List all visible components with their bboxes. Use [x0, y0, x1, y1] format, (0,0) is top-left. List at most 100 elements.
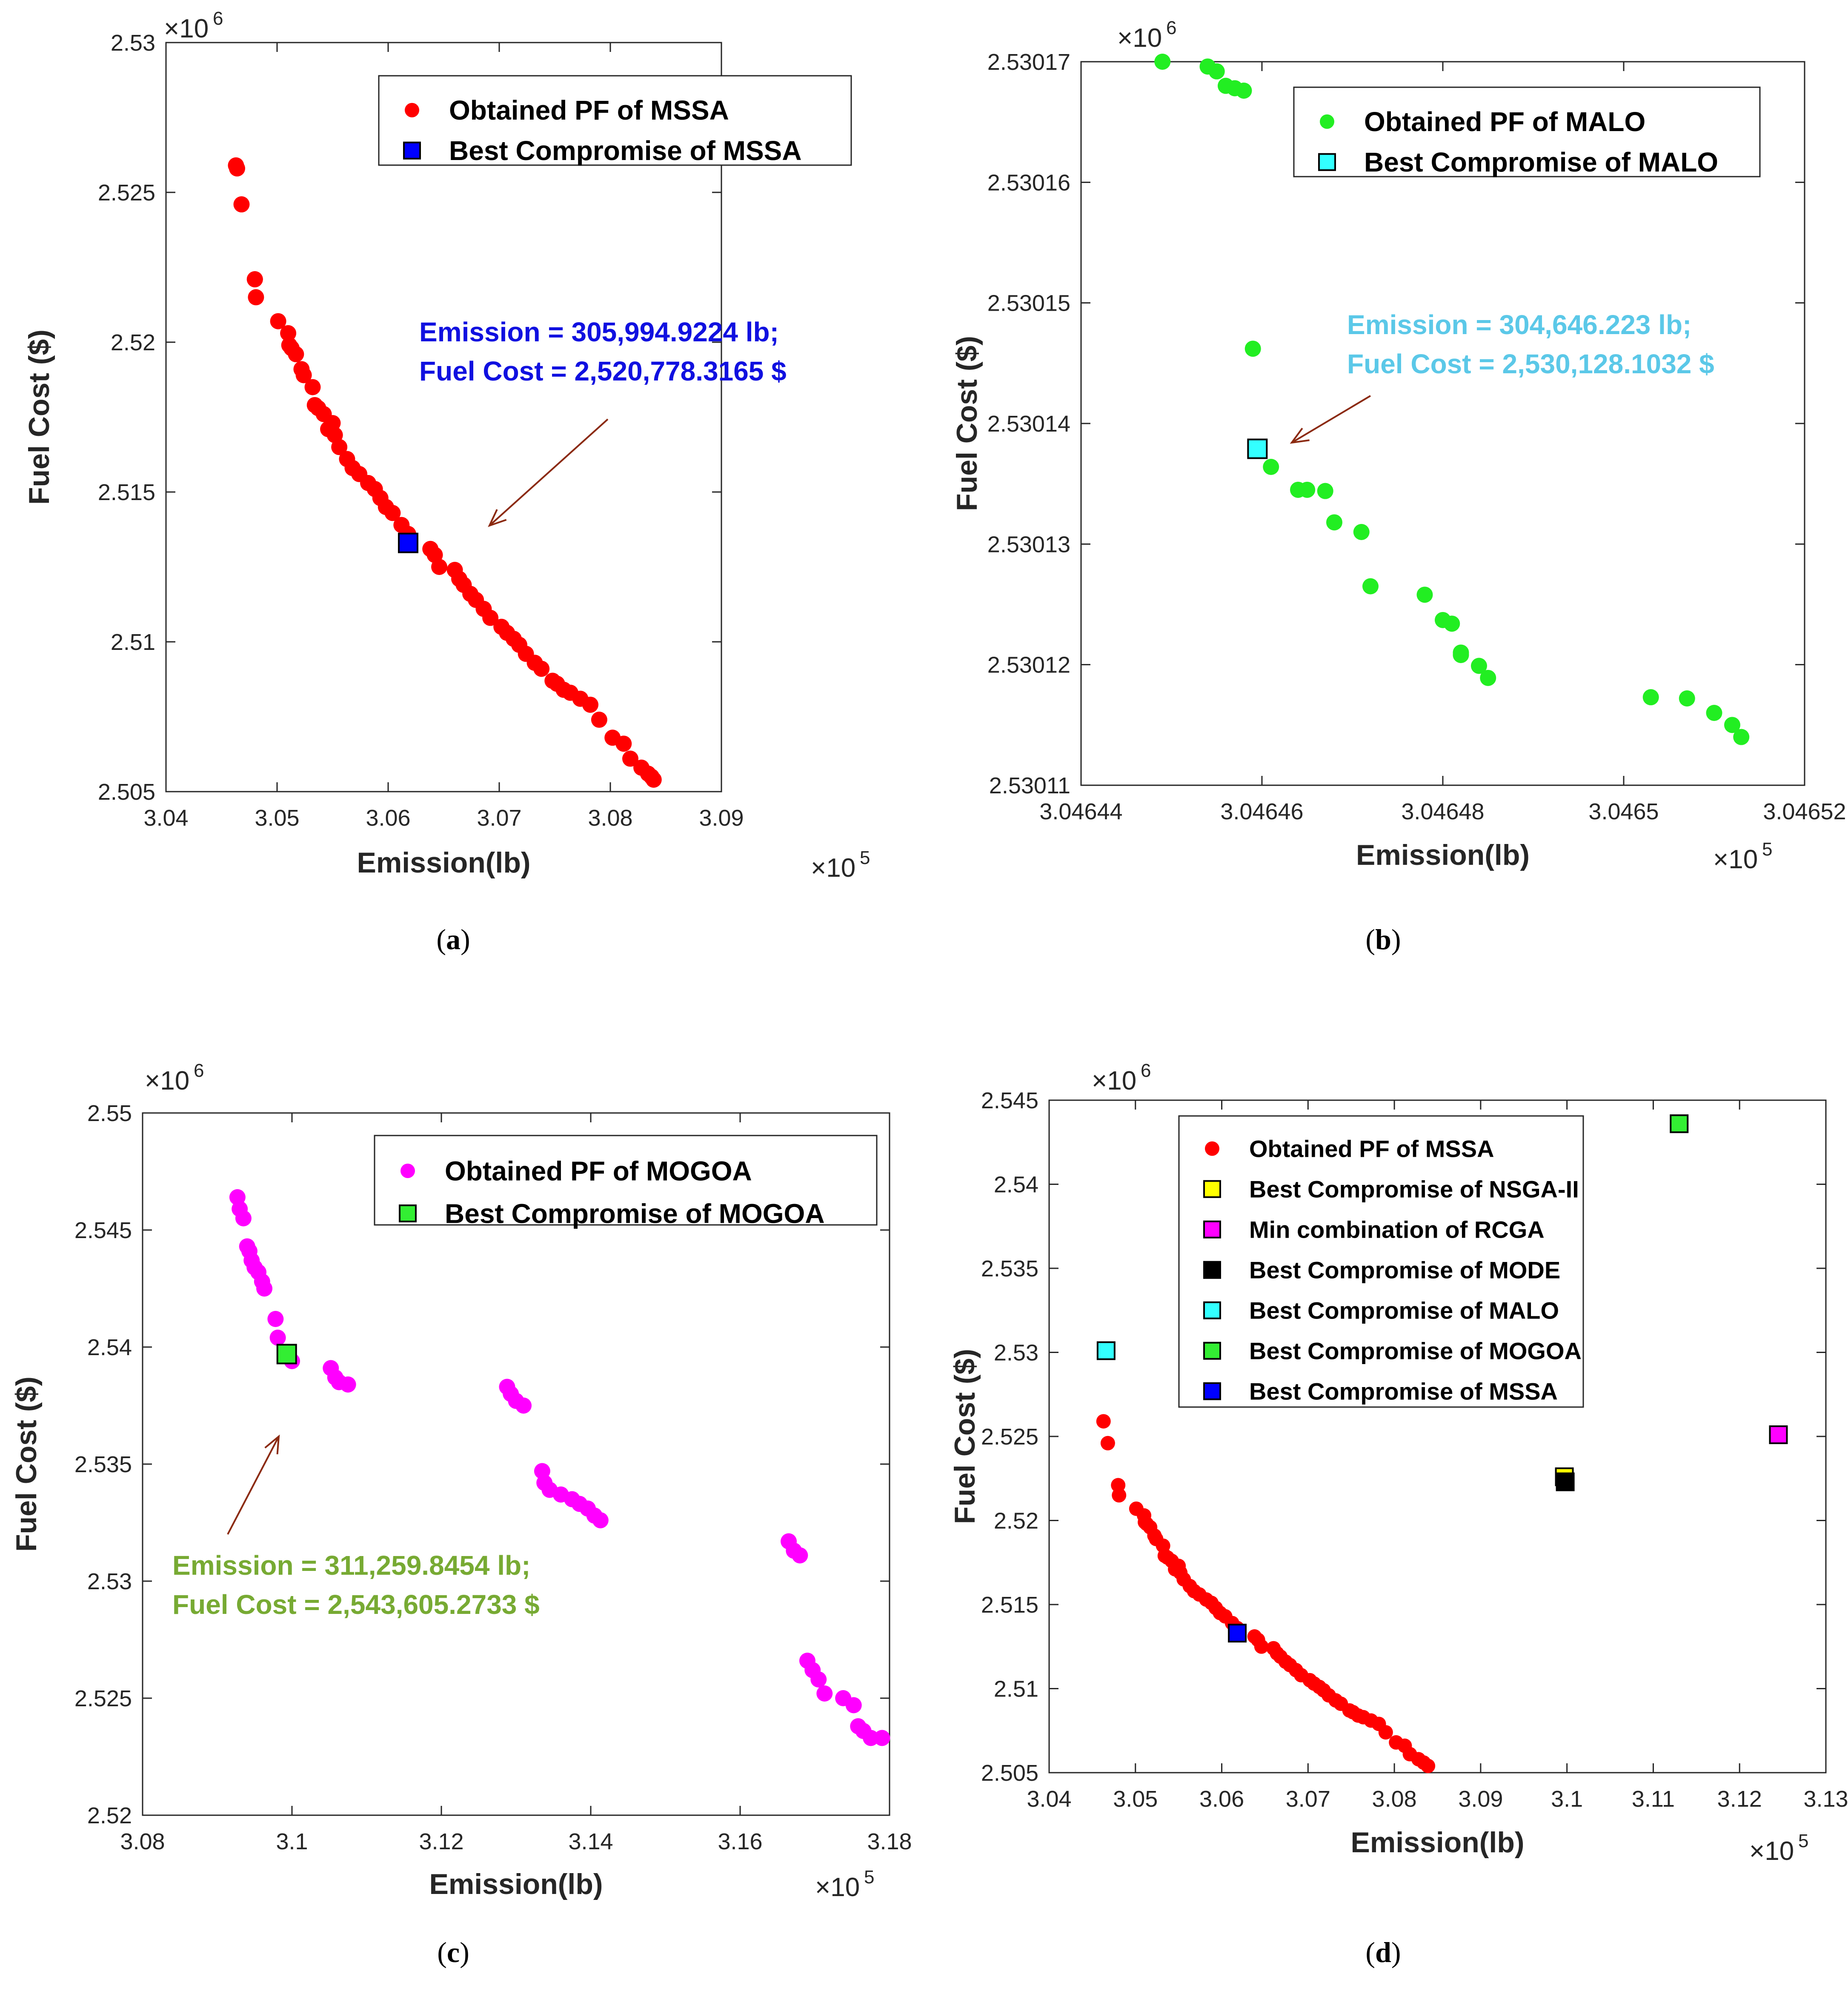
x-axis-title: Emission(lb) [357, 847, 530, 879]
data-point [1421, 1759, 1436, 1774]
data-point [269, 1330, 286, 1346]
data-point [792, 1547, 808, 1564]
data-point [1733, 729, 1750, 745]
data-point [645, 771, 662, 788]
y-tick-label: 2.535 [981, 1256, 1038, 1282]
data-point [229, 160, 246, 177]
x-tick-label: 3.16 [718, 1829, 762, 1854]
data-point [246, 271, 263, 288]
data-point [1444, 615, 1460, 632]
x-tick-label: 3.1 [276, 1829, 308, 1854]
x-exponent-power: 5 [1762, 839, 1772, 860]
x-tick-label: 3.04652 [1763, 799, 1846, 824]
y-tick-label: 2.545 [981, 1088, 1038, 1113]
annotation-arrowhead [488, 509, 507, 527]
legend [374, 1135, 878, 1226]
y-tick-label: 2.52 [994, 1508, 1038, 1534]
x-exponent: ×10 [1749, 1837, 1794, 1866]
data-point [615, 735, 632, 752]
panel-caption: (d) [1365, 1936, 1401, 1968]
data-point [1254, 1639, 1269, 1654]
data-point [622, 750, 638, 767]
best-compromise-marker [1769, 1425, 1788, 1445]
data-point [324, 415, 341, 432]
y-tick-label: 2.53017 [987, 49, 1070, 75]
data-point [1112, 1488, 1127, 1503]
annotation-text: Fuel Cost = 2,520,778.3165 $ [419, 356, 787, 386]
data-point [280, 325, 297, 341]
legend [1293, 86, 1761, 177]
legend-label: Best Compromise of MALO [1249, 1297, 1559, 1324]
y-exponent-power: 6 [194, 1060, 204, 1081]
data-point [1706, 705, 1722, 721]
best-compromise-marker [1247, 438, 1268, 459]
legend-marker [405, 103, 419, 117]
x-axis-title: Emission(lb) [429, 1868, 603, 1900]
y-tick-label: 2.53013 [987, 532, 1070, 557]
y-axis-title: Fuel Cost ($) [951, 336, 983, 511]
x-tick-label: 3.09 [1458, 1786, 1503, 1812]
data-point [1679, 690, 1695, 707]
y-tick-label: 2.545 [74, 1218, 132, 1243]
data-point [1353, 524, 1370, 540]
legend-marker [399, 1204, 417, 1222]
data-point [482, 609, 499, 626]
chart-panel-d: 3.04 3.05 3.06 3.07 3.08 3.09 3.1 3.11 3.12 3.13 2… [949, 1060, 1848, 1866]
panel-caption: (a) [436, 923, 470, 955]
data-point [1236, 83, 1252, 99]
y-tick-label: 2.53016 [987, 170, 1070, 195]
data-point [267, 1311, 284, 1327]
data-point [1317, 483, 1333, 499]
legend-marker [1205, 1141, 1219, 1156]
legend-marker [1203, 1342, 1221, 1360]
x-tick-label: 3.08 [588, 805, 632, 831]
legend-marker [1203, 1220, 1221, 1239]
data-point [845, 1697, 862, 1714]
y-tick-label: 2.54 [994, 1172, 1038, 1198]
data-point [1326, 514, 1342, 531]
x-tick-label: 3.05 [1113, 1786, 1158, 1812]
y-exponent: ×10 [1092, 1066, 1136, 1096]
y-tick-label: 2.535 [74, 1452, 132, 1477]
y-tick-label: 2.505 [981, 1760, 1038, 1786]
x-exponent-power: 5 [864, 1867, 874, 1888]
y-exponent-power: 6 [213, 8, 223, 29]
annotation-arrow [489, 418, 609, 526]
y-tick-label: 2.55 [87, 1101, 132, 1126]
annotation-text: Fuel Cost = 2,530,128.1032 $ [1347, 349, 1714, 379]
x-tick-label: 3.06 [366, 805, 410, 831]
data-point [384, 505, 401, 521]
x-exponent: ×10 [811, 853, 855, 883]
data-point [592, 1512, 609, 1528]
data-point [810, 1671, 827, 1688]
best-compromise-marker [1556, 1472, 1575, 1491]
data-point [582, 696, 599, 713]
x-tick-label: 3.05 [255, 805, 299, 831]
x-tick-label: 3.07 [477, 805, 521, 831]
legend [378, 75, 852, 166]
y-tick-label: 2.53 [994, 1340, 1038, 1366]
chart-panel-a: 3.04 3.05 3.06 3.07 3.08 3.09 2.505 2.51 2.515 2.… [23, 8, 870, 883]
x-tick-label: 3.04 [1027, 1786, 1071, 1812]
data-point [1471, 658, 1487, 674]
data-point [331, 439, 348, 455]
x-axis-title: Emission(lb) [1350, 1826, 1524, 1859]
data-point [1208, 63, 1225, 80]
x-tick-label: 3.12 [1717, 1786, 1762, 1812]
annotation-text: Fuel Cost = 2,543,605.2733 $ [172, 1589, 540, 1620]
legend-label: Best Compromise of MODE [1249, 1256, 1560, 1283]
best-compromise-marker [1228, 1624, 1247, 1643]
y-exponent-power: 6 [1166, 17, 1176, 38]
data-point [874, 1730, 890, 1746]
data-point [270, 313, 286, 329]
data-point [1480, 669, 1496, 686]
y-tick-label: 2.53 [87, 1569, 132, 1594]
data-point [295, 367, 312, 383]
legend-marker [1320, 114, 1334, 129]
data-point [863, 1730, 879, 1746]
y-tick-label: 2.525 [98, 180, 155, 206]
x-tick-label: 3.06 [1199, 1786, 1244, 1812]
x-exponent: ×10 [815, 1873, 860, 1902]
y-tick-label: 2.52 [87, 1803, 132, 1828]
